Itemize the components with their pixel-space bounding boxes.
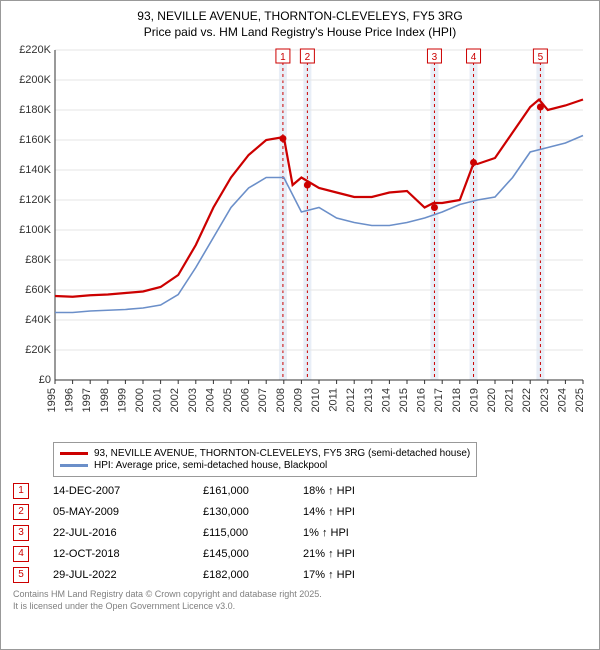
marker-box: 3 [13,525,29,541]
svg-text:£80K: £80K [25,254,51,266]
sale-price: £145,000 [203,548,303,560]
sale-date: 05-MAY-2009 [53,506,203,518]
svg-text:£220K: £220K [19,44,51,56]
svg-text:3: 3 [432,52,438,63]
svg-text:£180K: £180K [19,104,51,116]
sale-pct: 1% ↑ HPI [303,527,413,539]
svg-text:2024: 2024 [556,388,568,412]
legend-label-2: HPI: Average price, semi-detached house,… [94,460,327,471]
svg-text:5: 5 [538,52,544,63]
table-row: 5 29-JUL-2022£182,00017% ↑ HPI [13,567,587,583]
svg-text:£140K: £140K [19,164,51,176]
legend-label-1: 93, NEVILLE AVENUE, THORNTON-CLEVELEYS, … [94,448,470,459]
footer-text: Contains HM Land Registry data © Crown c… [13,589,587,612]
svg-text:2001: 2001 [152,388,164,412]
table-row: 2 05-MAY-2009£130,00014% ↑ HPI [13,504,587,520]
svg-text:1: 1 [280,52,286,63]
svg-text:4: 4 [471,52,477,63]
svg-text:£40K: £40K [25,314,51,326]
svg-text:2009: 2009 [292,388,304,412]
svg-text:£60K: £60K [25,284,51,296]
svg-text:2014: 2014 [380,388,392,412]
table-row: 3 22-JUL-2016£115,0001% ↑ HPI [13,525,587,541]
svg-text:2015: 2015 [398,388,410,412]
svg-text:2019: 2019 [468,388,480,412]
title-line1: 93, NEVILLE AVENUE, THORNTON-CLEVELEYS, … [13,9,587,25]
svg-text:£100K: £100K [19,224,51,236]
svg-text:2006: 2006 [240,388,252,412]
sale-pct: 18% ↑ HPI [303,485,413,497]
table-row: 1 14-DEC-2007£161,00018% ↑ HPI [13,483,587,499]
sale-pct: 14% ↑ HPI [303,506,413,518]
svg-text:2021: 2021 [504,388,516,412]
svg-text:2010: 2010 [310,388,322,412]
legend-swatch-2 [60,464,88,467]
sale-date: 12-OCT-2018 [53,548,203,560]
svg-text:2008: 2008 [275,388,287,412]
svg-text:2004: 2004 [204,388,216,412]
sale-pct: 17% ↑ HPI [303,569,413,581]
marker-box: 5 [13,567,29,583]
svg-text:1999: 1999 [116,388,128,412]
svg-text:1997: 1997 [81,388,93,412]
svg-text:2016: 2016 [416,388,428,412]
table-row: 4 12-OCT-2018£145,00021% ↑ HPI [13,546,587,562]
marker-box: 4 [13,546,29,562]
marker-box: 2 [13,504,29,520]
svg-text:2018: 2018 [451,388,463,412]
footer-line2: It is licensed under the Open Government… [13,601,587,613]
footer-line1: Contains HM Land Registry data © Crown c… [13,589,587,601]
sale-date: 14-DEC-2007 [53,485,203,497]
marker-box: 1 [13,483,29,499]
sale-price: £130,000 [203,506,303,518]
price-chart: £0 £20K £40K £60K £80K £100K £120K £140K £160K £1… [13,44,587,434]
legend-swatch-1 [60,452,88,455]
svg-text:2000: 2000 [134,388,146,412]
svg-text:2003: 2003 [187,388,199,412]
svg-text:2020: 2020 [486,388,498,412]
svg-text:£120K: £120K [19,194,51,206]
svg-text:1996: 1996 [64,388,76,412]
chart-title: 93, NEVILLE AVENUE, THORNTON-CLEVELEYS, … [13,9,587,40]
legend-item-1: 93, NEVILLE AVENUE, THORNTON-CLEVELEYS, … [60,448,470,459]
svg-text:2007: 2007 [257,388,269,412]
title-line2: Price paid vs. HM Land Registry's House … [13,25,587,41]
svg-text:2011: 2011 [328,388,340,412]
legend: 93, NEVILLE AVENUE, THORNTON-CLEVELEYS, … [53,442,477,477]
svg-text:£0: £0 [39,374,51,386]
svg-text:2005: 2005 [222,388,234,412]
svg-text:2002: 2002 [169,388,181,412]
svg-text:£200K: £200K [19,74,51,86]
svg-text:2022: 2022 [521,388,533,412]
svg-text:£20K: £20K [25,344,51,356]
svg-text:1995: 1995 [46,388,58,412]
sale-price: £182,000 [203,569,303,581]
svg-text:2017: 2017 [433,388,445,412]
sale-pct: 21% ↑ HPI [303,548,413,560]
legend-item-2: HPI: Average price, semi-detached house,… [60,460,470,471]
sale-date: 22-JUL-2016 [53,527,203,539]
svg-text:1998: 1998 [99,388,111,412]
svg-text:2012: 2012 [345,388,357,412]
sales-table: 1 14-DEC-2007£161,00018% ↑ HPI 2 05-MAY-200… [13,483,587,583]
svg-text:£160K: £160K [19,134,51,146]
sale-date: 29-JUL-2022 [53,569,203,581]
svg-text:2025: 2025 [574,388,586,412]
svg-text:2: 2 [305,52,311,63]
sale-price: £115,000 [203,527,303,539]
svg-text:2013: 2013 [363,388,375,412]
svg-text:2023: 2023 [539,388,551,412]
sale-price: £161,000 [203,485,303,497]
